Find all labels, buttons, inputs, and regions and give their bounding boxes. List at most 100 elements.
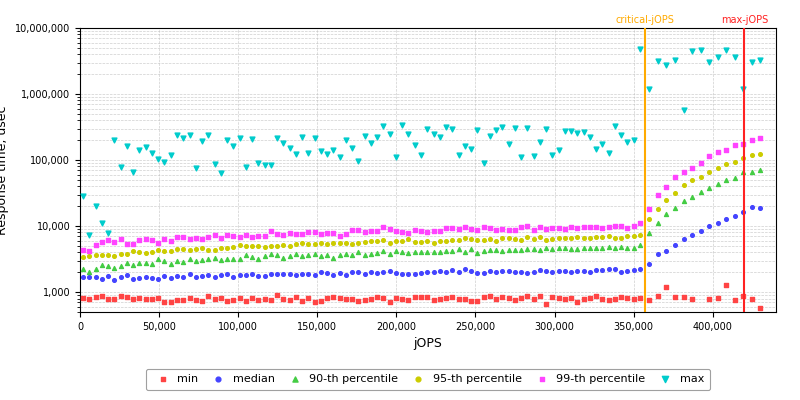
min — [246, 295, 258, 301]
90-th percentile — [583, 244, 596, 251]
min — [365, 296, 378, 302]
90-th percentile — [502, 247, 515, 253]
95-th percentile — [609, 235, 622, 241]
median — [627, 266, 640, 273]
90-th percentile — [669, 205, 682, 211]
median — [521, 270, 534, 276]
99-th percentile — [170, 234, 183, 240]
median — [239, 272, 252, 278]
99-th percentile — [627, 223, 640, 230]
max — [321, 150, 334, 157]
max — [283, 144, 296, 151]
max — [669, 57, 682, 64]
95-th percentile — [534, 234, 546, 240]
median — [371, 269, 384, 276]
max — [95, 220, 108, 226]
median — [114, 274, 127, 280]
90-th percentile — [483, 246, 496, 253]
99-th percentile — [390, 228, 402, 234]
min — [158, 299, 171, 305]
90-th percentile — [402, 250, 415, 256]
max — [534, 139, 546, 145]
min — [402, 296, 415, 303]
median — [720, 216, 733, 222]
99-th percentile — [214, 234, 227, 241]
95-th percentile — [321, 241, 334, 247]
min — [283, 297, 296, 304]
95-th percentile — [402, 236, 415, 242]
95-th percentile — [414, 239, 427, 245]
90-th percentile — [565, 246, 578, 252]
max — [583, 134, 596, 140]
min — [358, 297, 371, 303]
99-th percentile — [496, 226, 509, 232]
min — [233, 295, 246, 302]
median — [434, 268, 446, 274]
max — [483, 132, 496, 139]
95-th percentile — [252, 243, 265, 249]
95-th percentile — [540, 236, 553, 243]
90-th percentile — [643, 230, 656, 236]
95-th percentile — [521, 234, 534, 241]
99-th percentile — [108, 239, 121, 245]
99-th percentile — [711, 149, 724, 155]
min — [127, 296, 140, 302]
99-th percentile — [383, 226, 396, 233]
99-th percentile — [102, 237, 114, 243]
Text: critical-jOPS: critical-jOPS — [615, 15, 674, 25]
min — [477, 294, 490, 300]
median — [127, 276, 140, 282]
max — [90, 203, 102, 209]
min — [552, 295, 565, 302]
99-th percentile — [677, 169, 690, 176]
99-th percentile — [571, 225, 584, 232]
90-th percentile — [627, 244, 640, 251]
median — [321, 270, 334, 276]
median — [196, 273, 209, 280]
99-th percentile — [609, 222, 622, 229]
90-th percentile — [121, 260, 134, 266]
median — [660, 248, 673, 254]
max — [296, 134, 309, 140]
95-th percentile — [596, 234, 609, 240]
95-th percentile — [643, 216, 656, 222]
min — [609, 296, 622, 303]
95-th percentile — [77, 254, 90, 260]
max — [627, 136, 640, 143]
min — [102, 296, 114, 302]
99-th percentile — [152, 240, 165, 246]
90-th percentile — [227, 256, 240, 262]
max — [421, 126, 434, 132]
99-th percentile — [221, 232, 234, 238]
min — [95, 293, 108, 299]
95-th percentile — [146, 248, 158, 255]
min — [590, 293, 602, 299]
max — [477, 160, 490, 166]
max — [183, 131, 196, 138]
median — [202, 272, 214, 278]
max — [114, 164, 127, 170]
max — [346, 145, 358, 152]
90-th percentile — [90, 266, 102, 272]
95-th percentile — [558, 235, 571, 241]
99-th percentile — [643, 206, 656, 212]
95-th percentile — [371, 238, 384, 244]
min — [214, 295, 227, 302]
99-th percentile — [246, 233, 258, 240]
max — [546, 152, 558, 158]
min — [660, 284, 673, 291]
90-th percentile — [452, 246, 465, 253]
median — [440, 269, 453, 275]
max — [514, 154, 527, 160]
median — [421, 269, 434, 275]
99-th percentile — [452, 226, 465, 233]
median — [677, 236, 690, 242]
99-th percentile — [421, 229, 434, 235]
95-th percentile — [183, 246, 196, 253]
min — [290, 294, 302, 300]
95-th percentile — [227, 244, 240, 250]
90-th percentile — [728, 174, 741, 181]
90-th percentile — [458, 249, 471, 255]
min — [227, 296, 240, 303]
max — [277, 140, 290, 146]
